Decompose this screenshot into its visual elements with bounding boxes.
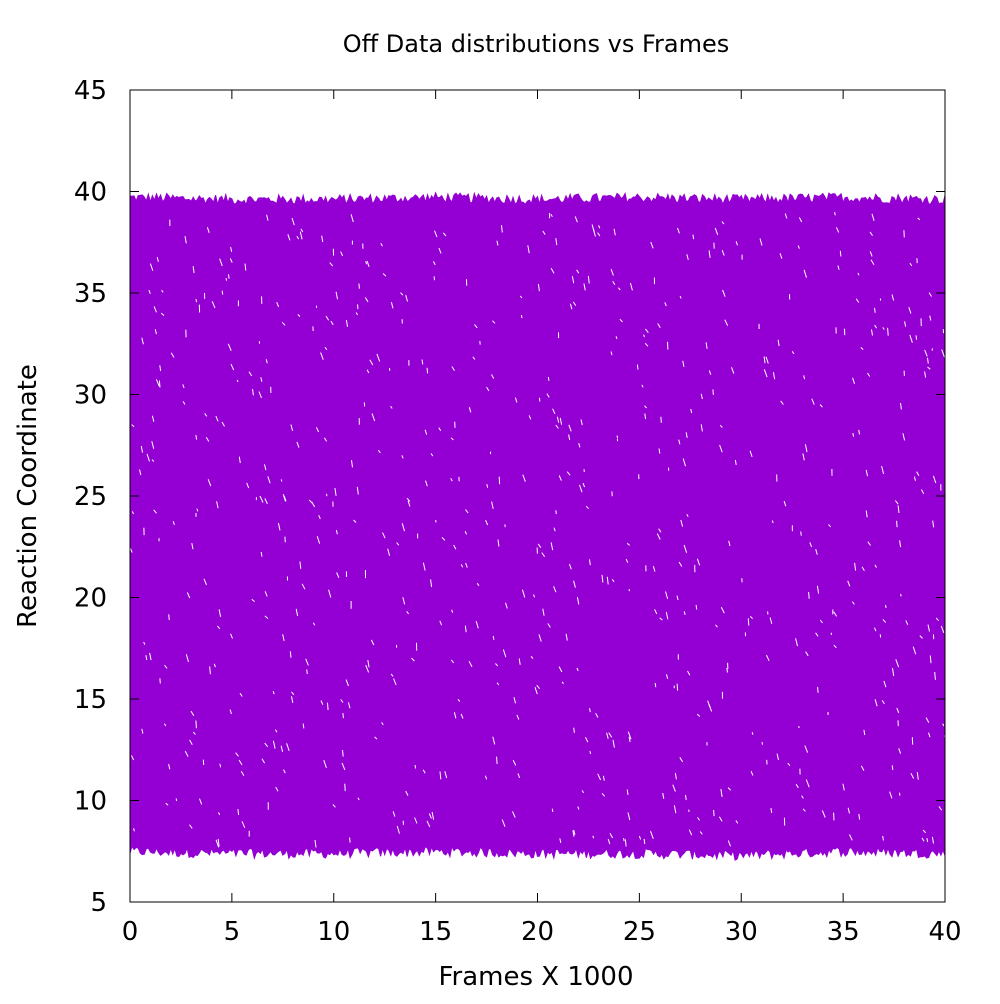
texture-mark xyxy=(727,668,728,672)
texture-mark xyxy=(809,592,810,599)
y-tick-label: 5 xyxy=(90,888,107,918)
texture-mark xyxy=(343,750,344,757)
texture-mark xyxy=(159,381,160,388)
texture-mark xyxy=(655,683,656,687)
texture-mark xyxy=(880,634,881,637)
texture-mark xyxy=(696,605,697,610)
texture-mark xyxy=(290,651,291,657)
y-tick-label: 15 xyxy=(74,685,107,715)
x-tick-label: 40 xyxy=(928,917,961,947)
texture-mark xyxy=(169,614,170,620)
x-tick-label: 0 xyxy=(122,917,139,947)
texture-mark xyxy=(916,335,917,339)
texture-mark xyxy=(220,764,221,768)
texture-mark xyxy=(625,839,626,846)
texture-mark xyxy=(762,742,763,745)
plot-area xyxy=(130,193,947,860)
y-tick-label: 45 xyxy=(74,76,107,106)
texture-mark xyxy=(883,836,884,841)
texture-mark xyxy=(548,377,549,381)
texture-mark xyxy=(574,728,575,733)
texture-mark xyxy=(196,435,197,440)
texture-mark xyxy=(196,721,197,729)
texture-mark xyxy=(556,510,557,514)
texture-mark xyxy=(210,666,211,674)
texture-mark xyxy=(359,284,360,289)
texture-mark xyxy=(307,669,308,674)
texture-mark xyxy=(427,368,428,374)
texture-mark xyxy=(343,713,344,718)
texture-mark xyxy=(493,636,494,640)
texture-mark xyxy=(552,809,553,812)
x-tick-label: 20 xyxy=(521,917,554,947)
y-tick-label: 10 xyxy=(74,787,107,817)
texture-mark xyxy=(888,328,889,336)
texture-mark xyxy=(801,532,802,536)
texture-mark xyxy=(875,308,876,313)
texture-mark xyxy=(935,672,936,680)
y-tick-label: 40 xyxy=(74,178,107,208)
texture-mark xyxy=(644,839,645,844)
chart-title: Off Data distributions vs Frames xyxy=(343,30,730,58)
x-tick-label: 5 xyxy=(224,917,241,947)
y-tick-label: 35 xyxy=(74,279,107,309)
texture-mark xyxy=(818,687,819,693)
y-tick-label: 25 xyxy=(74,482,107,512)
texture-mark xyxy=(927,838,928,842)
texture-mark xyxy=(677,684,678,691)
texture-mark xyxy=(840,251,841,257)
texture-mark xyxy=(713,389,714,395)
y-axis-label: Reaction Coordinate xyxy=(13,364,43,628)
texture-mark xyxy=(229,274,230,278)
texture-mark xyxy=(222,291,223,295)
texture-mark xyxy=(686,795,687,800)
y-tick-label: 20 xyxy=(74,584,107,614)
x-axis-label: Frames X 1000 xyxy=(438,962,633,992)
x-tick-label: 15 xyxy=(419,917,452,947)
x-tick-label: 30 xyxy=(725,917,758,947)
x-tick-label: 25 xyxy=(623,917,656,947)
series-band-0 xyxy=(130,193,945,860)
x-tick-label: 10 xyxy=(317,917,350,947)
texture-mark xyxy=(835,212,836,215)
texture-mark xyxy=(497,757,498,764)
y-tick-label: 30 xyxy=(74,381,107,411)
texture-mark xyxy=(238,809,239,815)
texture-mark xyxy=(897,521,898,527)
texture-mark xyxy=(617,436,618,439)
texture-mark xyxy=(930,656,931,664)
texture-mark xyxy=(350,838,351,843)
texture-mark xyxy=(892,765,893,770)
texture-mark xyxy=(328,703,329,710)
texture-mark xyxy=(748,618,749,625)
x-tick-label: 35 xyxy=(827,917,860,947)
texture-mark xyxy=(624,838,625,841)
texture-mark xyxy=(714,810,715,816)
texture-mark xyxy=(637,365,638,370)
